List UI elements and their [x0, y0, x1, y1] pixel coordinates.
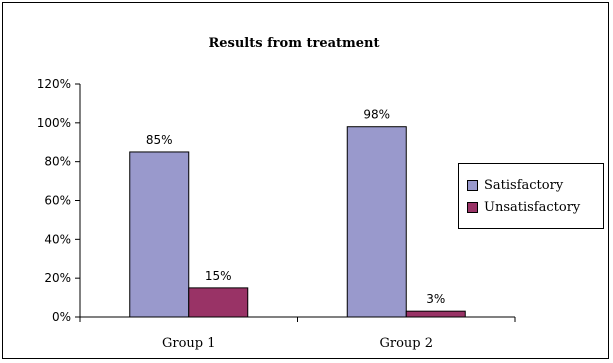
legend-label-satisfactory: Satisfactory [484, 177, 564, 193]
y-tick-label: 40% [44, 232, 71, 246]
legend-swatch-unsatisfactory [467, 201, 478, 213]
chart-title: Results from treatment [208, 36, 379, 51]
x-tick-label: Group 1 [162, 336, 216, 351]
data-label: 98% [363, 108, 390, 122]
legend-swatch-satisfactory [467, 179, 478, 191]
data-label: 15% [205, 269, 232, 283]
legend-item-unsatisfactory: Unsatisfactory [467, 198, 580, 216]
bars: 85% 15% 98% 3% [129, 108, 466, 318]
bar-unsatisfactory-group-2 [405, 310, 466, 318]
legend: Satisfactory Unsatisfactory [458, 163, 604, 229]
y-tick-label: 20% [44, 271, 71, 285]
x-tick-label: Group 2 [379, 336, 433, 351]
bar-satisfactory-group-1 [129, 151, 190, 318]
data-label: 3% [426, 292, 445, 306]
legend-item-satisfactory: Satisfactory [467, 176, 563, 194]
y-tick-label: 100% [37, 116, 71, 130]
legend-label-unsatisfactory: Unsatisfactory [484, 199, 581, 215]
axes: 0% 20% 40% 60% 80% 100% 120% Group 1 Group 2 [37, 77, 516, 351]
y-tick-label: 80% [44, 155, 71, 169]
y-tick-label: 120% [37, 77, 71, 91]
y-tick-label: 60% [44, 194, 71, 208]
bar-unsatisfactory-group-1 [188, 287, 249, 318]
y-tick-label: 0% [52, 310, 71, 324]
bar-satisfactory-group-2 [346, 126, 407, 318]
data-label: 85% [146, 133, 173, 147]
